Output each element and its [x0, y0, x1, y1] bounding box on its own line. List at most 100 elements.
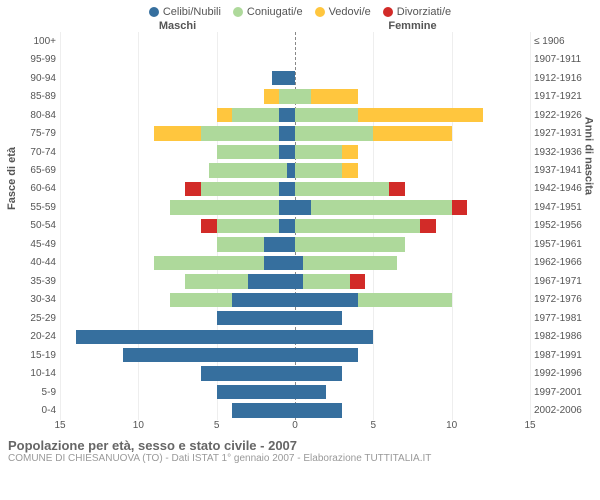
female-half	[295, 108, 530, 122]
bar-segment	[420, 219, 436, 233]
birth-tick: 2002-2006	[530, 401, 600, 419]
bar-segment	[154, 126, 201, 140]
chart-subtitle: COMUNE DI CHIESANUOVA (TO) - Dati ISTAT …	[8, 453, 592, 464]
female-half	[295, 256, 530, 270]
x-tick: 10	[446, 420, 457, 431]
x-ticks: 15105051015	[60, 420, 530, 434]
header-female: Femmine	[295, 20, 530, 32]
birth-tick: ≤ 1906	[530, 32, 600, 50]
bar-segment	[342, 163, 358, 177]
bar-segment	[154, 256, 264, 270]
birth-tick: 1917-1921	[530, 87, 600, 105]
legend-item: Divorziati/e	[383, 6, 451, 18]
male-half	[60, 108, 295, 122]
age-tick: 40-44	[0, 254, 60, 272]
bar-row	[60, 328, 530, 346]
age-tick: 25-29	[0, 309, 60, 327]
bar-row	[60, 383, 530, 401]
x-tick: 10	[133, 420, 144, 431]
female-half	[295, 34, 530, 48]
bar-segment	[279, 126, 295, 140]
bar-segment	[170, 200, 280, 214]
birth-tick: 1992-1996	[530, 364, 600, 382]
female-half	[295, 348, 530, 362]
female-half	[295, 200, 530, 214]
bar-segment	[201, 219, 217, 233]
bar-segment	[303, 274, 350, 288]
birth-tick: 1947-1951	[530, 198, 600, 216]
birth-tick: 1982-1986	[530, 328, 600, 346]
male-half	[60, 200, 295, 214]
bars-area	[60, 32, 530, 420]
age-tick: 100+	[0, 32, 60, 50]
bar-row	[60, 50, 530, 68]
bar-segment	[185, 182, 201, 196]
population-pyramid-chart: Celibi/NubiliConiugati/eVedovi/eDivorzia…	[0, 0, 600, 500]
x-tick: 15	[54, 420, 65, 431]
age-tick: 50-54	[0, 217, 60, 235]
birth-tick: 1907-1911	[530, 50, 600, 68]
bar-segment	[279, 89, 295, 103]
bar-segment	[295, 330, 373, 344]
bar-segment	[295, 274, 303, 288]
age-tick: 30-34	[0, 291, 60, 309]
bar-segment	[295, 108, 358, 122]
female-half	[295, 219, 530, 233]
bar-segment	[232, 403, 295, 417]
age-tick: 80-84	[0, 106, 60, 124]
bar-row	[60, 124, 530, 142]
female-half	[295, 71, 530, 85]
age-tick: 0-4	[0, 401, 60, 419]
bar-segment	[248, 274, 295, 288]
age-tick: 75-79	[0, 124, 60, 142]
birth-tick: 1957-1961	[530, 235, 600, 253]
bar-row	[60, 198, 530, 216]
bar-segment	[295, 163, 342, 177]
male-half	[60, 89, 295, 103]
bar-segment	[217, 219, 280, 233]
age-tick: 20-24	[0, 328, 60, 346]
birth-tick: 1912-1916	[530, 69, 600, 87]
bar-segment	[185, 274, 248, 288]
bar-segment	[295, 200, 311, 214]
age-tick: 15-19	[0, 346, 60, 364]
bar-segment	[264, 89, 280, 103]
bar-segment	[232, 108, 279, 122]
male-half	[60, 311, 295, 325]
male-half	[60, 293, 295, 307]
bar-segment	[303, 256, 397, 270]
age-tick: 95-99	[0, 50, 60, 68]
x-tick: 5	[371, 420, 377, 431]
bar-row	[60, 143, 530, 161]
bar-segment	[389, 182, 405, 196]
y-axis-label-right: Anni di nascita	[582, 117, 594, 195]
bar-segment	[295, 237, 405, 251]
male-half	[60, 385, 295, 399]
bar-row	[60, 235, 530, 253]
x-tick: 15	[524, 420, 535, 431]
bar-segment	[350, 274, 366, 288]
bar-segment	[123, 348, 295, 362]
age-tick: 85-89	[0, 87, 60, 105]
x-tick: 0	[292, 420, 298, 431]
male-half	[60, 219, 295, 233]
bar-row	[60, 161, 530, 179]
birth-tick: 1952-1956	[530, 217, 600, 235]
bar-row	[60, 401, 530, 419]
y-axis-left: 100+95-9990-9485-8980-8475-7970-7465-696…	[0, 32, 60, 420]
legend: Celibi/NubiliConiugati/eVedovi/eDivorzia…	[0, 0, 600, 20]
male-half	[60, 163, 295, 177]
bar-segment	[217, 108, 233, 122]
bar-segment	[295, 145, 342, 159]
male-half	[60, 145, 295, 159]
male-half	[60, 126, 295, 140]
bar-segment	[295, 403, 342, 417]
y-axis-right: ≤ 19061907-19111912-19161917-19211922-19…	[530, 32, 600, 420]
bar-segment	[295, 89, 311, 103]
female-half	[295, 385, 530, 399]
bar-row	[60, 346, 530, 364]
bar-row	[60, 272, 530, 290]
bar-segment	[217, 385, 295, 399]
bar-segment	[295, 366, 342, 380]
bar-row	[60, 254, 530, 272]
